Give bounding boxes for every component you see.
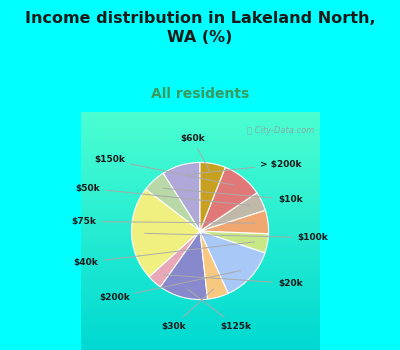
Wedge shape — [200, 231, 268, 253]
Wedge shape — [160, 231, 208, 300]
Wedge shape — [200, 231, 265, 293]
Wedge shape — [132, 189, 200, 277]
Text: $40k: $40k — [73, 242, 254, 267]
Wedge shape — [149, 231, 200, 287]
Wedge shape — [200, 167, 257, 231]
Text: $20k: $20k — [164, 275, 303, 288]
Text: All residents: All residents — [151, 88, 249, 102]
Text: $60k: $60k — [180, 134, 210, 171]
Text: $100k: $100k — [144, 233, 328, 242]
Text: $150k: $150k — [94, 155, 234, 185]
Text: > $200k: > $200k — [186, 160, 302, 175]
Text: ⓘ City-Data.com: ⓘ City-Data.com — [247, 126, 314, 135]
Wedge shape — [163, 162, 200, 231]
Wedge shape — [146, 173, 200, 231]
Text: $50k: $50k — [75, 184, 250, 205]
Text: $30k: $30k — [161, 289, 214, 331]
Wedge shape — [200, 231, 228, 299]
Text: $75k: $75k — [72, 217, 255, 226]
Wedge shape — [200, 210, 268, 234]
Wedge shape — [200, 162, 225, 231]
Text: $125k: $125k — [188, 289, 252, 331]
Text: $10k: $10k — [163, 188, 303, 204]
Text: $200k: $200k — [99, 271, 240, 302]
Text: Income distribution in Lakeland North,
WA (%): Income distribution in Lakeland North, W… — [25, 11, 375, 45]
Wedge shape — [200, 193, 265, 231]
